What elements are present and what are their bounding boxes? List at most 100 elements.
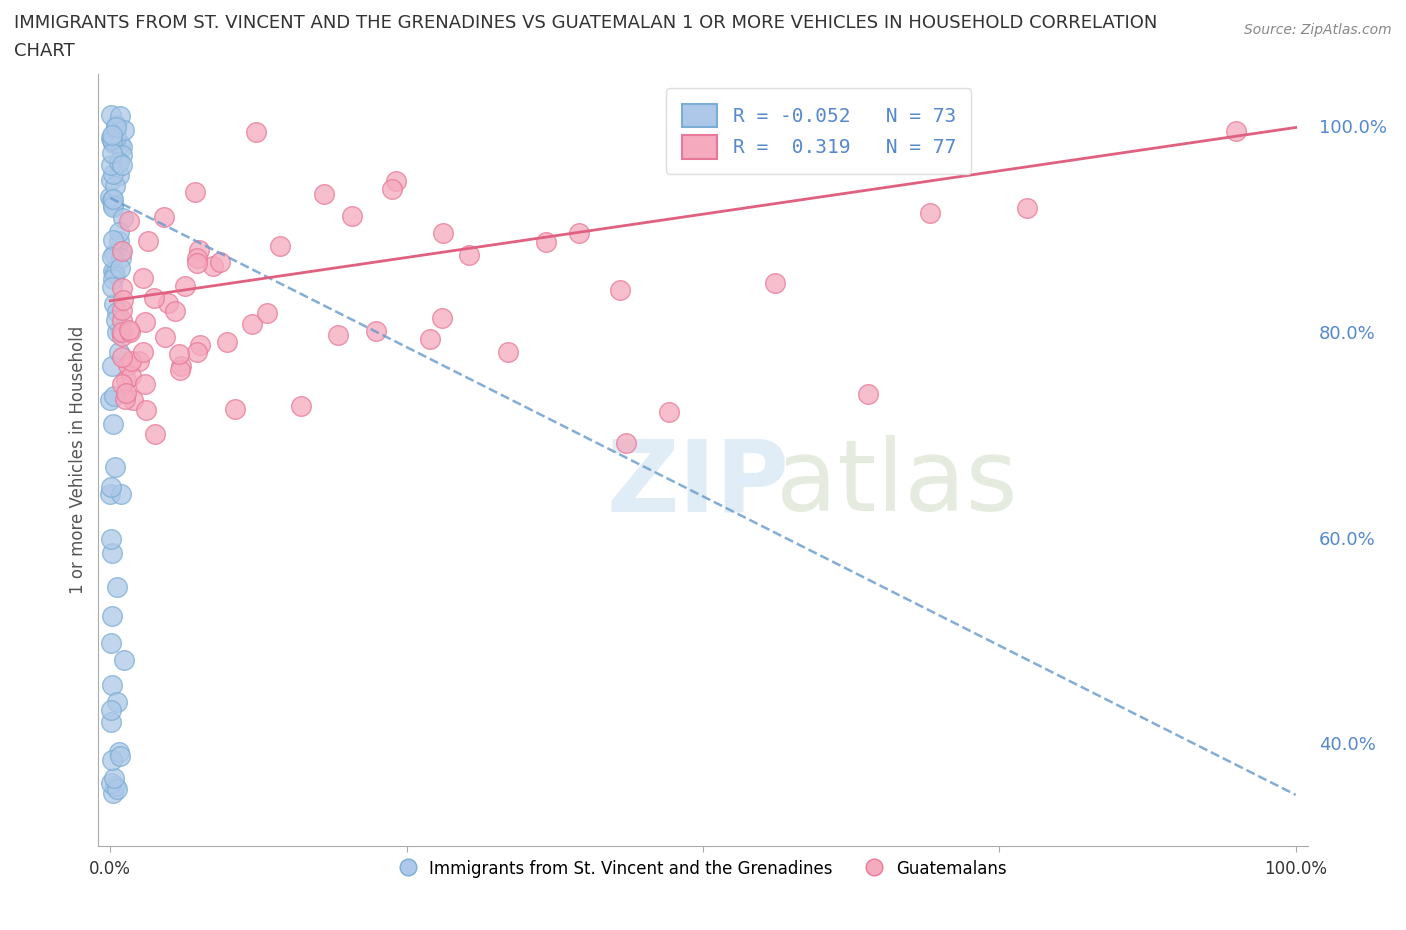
Point (110, 147, 132, 162)
Point (104, 312, 127, 327)
Point (112, 652, 135, 667)
Point (256, 305, 278, 320)
Point (101, 232, 124, 247)
Point (103, 296, 125, 311)
Point (135, 403, 157, 418)
Point (101, 136, 124, 151)
Point (174, 279, 197, 294)
Point (115, 386, 138, 401)
Point (111, 210, 134, 225)
Point (101, 678, 124, 693)
Point (458, 247, 481, 262)
Point (100, 157, 122, 172)
Point (108, 109, 131, 124)
Point (100, 249, 122, 264)
Text: 100.0%: 100.0% (1264, 860, 1327, 878)
Point (132, 345, 155, 360)
Point (101, 127, 124, 142)
Point (105, 326, 128, 340)
Point (110, 250, 132, 265)
Point (366, 324, 388, 339)
Point (918, 206, 941, 221)
Point (105, 117, 128, 132)
Point (103, 389, 125, 404)
Point (118, 323, 141, 338)
Point (107, 154, 129, 169)
Point (143, 426, 166, 441)
Point (269, 239, 291, 254)
Point (224, 401, 246, 416)
Point (104, 459, 127, 474)
Point (100, 715, 122, 730)
Point (155, 329, 177, 344)
Point (101, 198, 124, 213)
Point (384, 174, 406, 189)
Point (100, 702, 122, 717)
Point (104, 778, 127, 793)
Point (101, 145, 124, 160)
Point (110, 137, 132, 152)
Point (114, 392, 136, 407)
Point (240, 317, 263, 332)
Point (110, 157, 132, 172)
Point (419, 331, 441, 346)
Point (100, 393, 122, 408)
Point (111, 350, 134, 365)
Point (101, 545, 124, 560)
Point (103, 133, 125, 148)
Point (101, 263, 124, 278)
Point (117, 357, 139, 372)
Point (108, 745, 131, 760)
Point (107, 304, 129, 319)
Point (186, 344, 208, 359)
Point (614, 436, 637, 451)
Point (103, 272, 125, 286)
Point (108, 167, 131, 182)
Point (534, 235, 557, 250)
Text: atlas: atlas (776, 435, 1017, 532)
Point (142, 290, 165, 305)
Point (100, 108, 122, 123)
Point (134, 314, 156, 329)
Point (105, 579, 128, 594)
Point (103, 771, 125, 786)
Point (188, 338, 211, 352)
Point (111, 244, 134, 259)
Point (167, 347, 190, 362)
Point (118, 214, 141, 229)
Point (763, 275, 786, 290)
Point (101, 417, 124, 432)
Point (568, 226, 591, 241)
Point (676, 126, 699, 141)
Point (104, 267, 127, 282)
Point (103, 192, 125, 206)
Point (100, 608, 122, 623)
Point (120, 353, 142, 368)
Point (108, 224, 131, 239)
Point (100, 479, 122, 494)
Point (169, 363, 191, 378)
Point (111, 302, 134, 317)
Point (101, 752, 124, 767)
Point (658, 405, 681, 419)
Point (153, 209, 176, 224)
Point (215, 335, 238, 350)
Point (432, 226, 454, 241)
Point (312, 186, 335, 201)
Point (100, 279, 122, 294)
Point (101, 359, 124, 374)
Point (157, 296, 180, 311)
Point (290, 399, 312, 414)
Point (100, 130, 122, 145)
Point (869, 136, 891, 151)
Point (134, 376, 156, 391)
Point (188, 242, 211, 257)
Point (498, 345, 520, 360)
Point (245, 124, 267, 139)
Point (115, 372, 138, 387)
Point (170, 359, 193, 374)
Point (98, 486, 121, 501)
Point (100, 635, 122, 650)
Point (111, 377, 134, 392)
Text: 0.0%: 0.0% (90, 860, 131, 878)
